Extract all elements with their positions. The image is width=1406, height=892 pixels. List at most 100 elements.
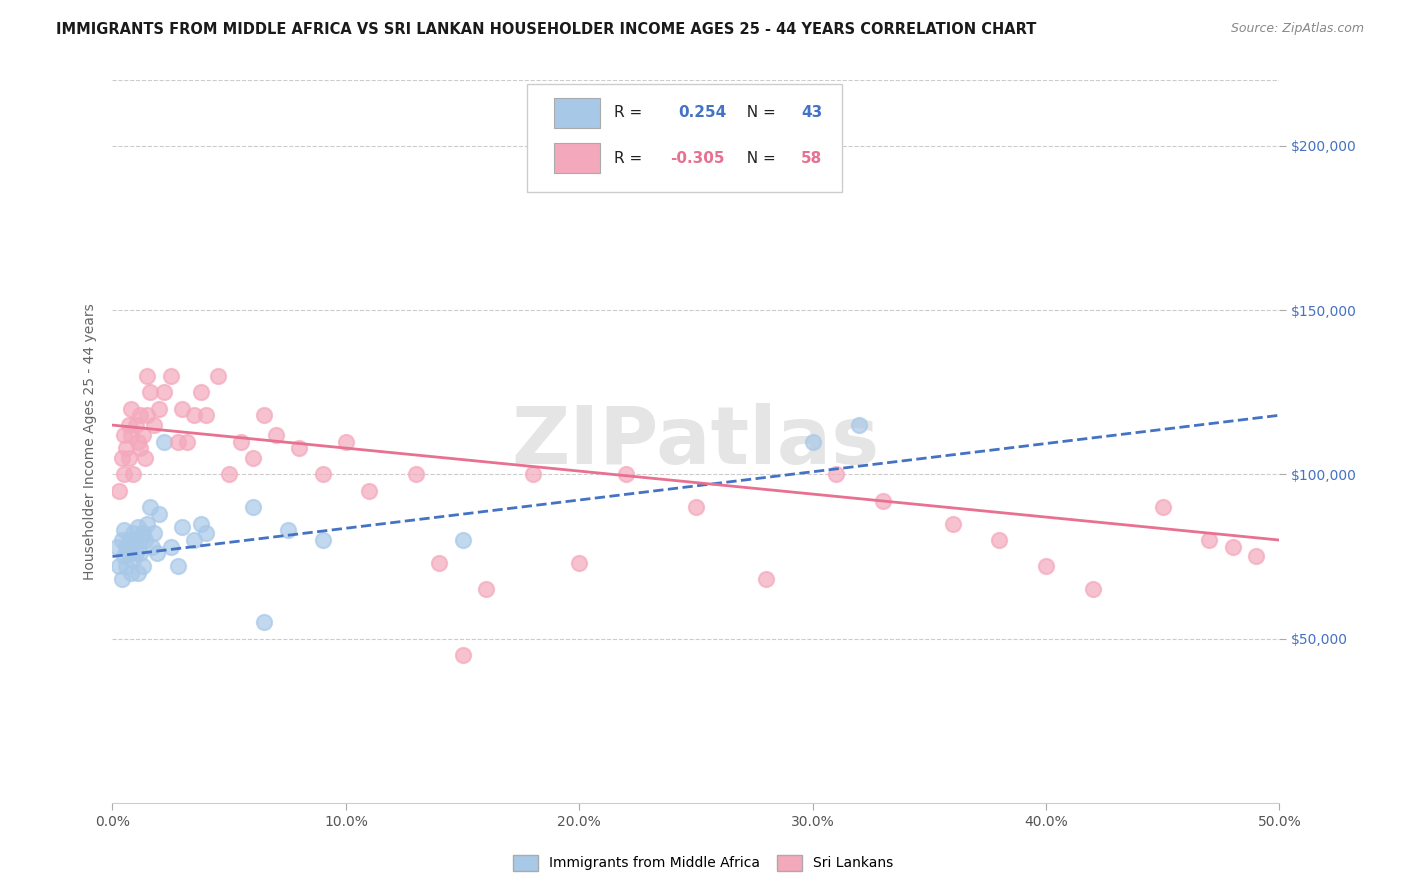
- Point: [276, 523, 298, 537]
- Point: [148, 507, 170, 521]
- Point: [166, 434, 188, 449]
- Point: [153, 434, 176, 449]
- Point: [127, 566, 149, 580]
- Point: [1152, 500, 1174, 515]
- Point: [120, 540, 142, 554]
- Point: [112, 467, 135, 482]
- Point: [166, 559, 188, 574]
- Point: [127, 434, 149, 449]
- Point: [136, 409, 159, 423]
- Point: [451, 533, 474, 547]
- Point: [153, 385, 176, 400]
- Text: IMMIGRANTS FROM MIDDLE AFRICA VS SRI LANKAN HOUSEHOLDER INCOME AGES 25 - 44 YEAR: IMMIGRANTS FROM MIDDLE AFRICA VS SRI LAN…: [56, 22, 1036, 37]
- Point: [136, 368, 159, 383]
- Text: 0.254: 0.254: [679, 105, 727, 120]
- FancyBboxPatch shape: [554, 97, 600, 128]
- Point: [172, 401, 194, 416]
- Point: [1222, 540, 1244, 554]
- Point: [146, 546, 169, 560]
- Point: [1198, 533, 1220, 547]
- Point: [825, 467, 848, 482]
- Point: [129, 441, 152, 455]
- Point: [253, 615, 276, 630]
- Point: [125, 546, 148, 560]
- Text: 43: 43: [801, 105, 823, 120]
- Point: [118, 418, 141, 433]
- Point: [115, 441, 138, 455]
- Text: 58: 58: [801, 151, 823, 166]
- Point: [120, 428, 142, 442]
- Point: [108, 483, 131, 498]
- Point: [139, 500, 162, 515]
- Point: [112, 523, 135, 537]
- Point: [194, 526, 217, 541]
- Point: [190, 516, 212, 531]
- Point: [801, 434, 824, 449]
- Point: [139, 385, 162, 400]
- Text: N =: N =: [737, 151, 780, 166]
- Point: [183, 409, 205, 423]
- Point: [129, 546, 152, 560]
- Point: [111, 450, 134, 465]
- Text: Source: ZipAtlas.com: Source: ZipAtlas.com: [1230, 22, 1364, 36]
- Point: [111, 573, 134, 587]
- Point: [1244, 549, 1267, 564]
- Point: [115, 540, 138, 554]
- Point: [253, 409, 276, 423]
- Text: N =: N =: [737, 105, 780, 120]
- Point: [122, 553, 145, 567]
- Text: -0.305: -0.305: [671, 151, 725, 166]
- Point: [359, 483, 381, 498]
- Point: [755, 573, 778, 587]
- Point: [127, 520, 149, 534]
- Point: [118, 546, 141, 560]
- Legend: Immigrants from Middle Africa, Sri Lankans: Immigrants from Middle Africa, Sri Lanka…: [508, 849, 898, 876]
- Point: [105, 540, 128, 554]
- Point: [118, 533, 141, 547]
- Point: [115, 559, 138, 574]
- Point: [522, 467, 544, 482]
- Text: ZIPatlas: ZIPatlas: [512, 402, 880, 481]
- Point: [118, 450, 141, 465]
- Point: [160, 368, 183, 383]
- Point: [112, 428, 135, 442]
- Point: [288, 441, 311, 455]
- Point: [311, 533, 333, 547]
- Point: [183, 533, 205, 547]
- Point: [143, 418, 166, 433]
- Point: [335, 434, 357, 449]
- Point: [242, 500, 264, 515]
- Point: [132, 559, 155, 574]
- Point: [111, 533, 134, 547]
- Point: [136, 516, 159, 531]
- Point: [194, 409, 217, 423]
- Point: [125, 533, 148, 547]
- Point: [1081, 582, 1104, 597]
- Point: [172, 520, 194, 534]
- Text: R =: R =: [614, 105, 652, 120]
- Point: [451, 648, 474, 662]
- FancyBboxPatch shape: [527, 84, 842, 193]
- Point: [942, 516, 965, 531]
- Point: [112, 549, 135, 564]
- FancyBboxPatch shape: [554, 143, 600, 173]
- Point: [685, 500, 707, 515]
- Point: [122, 467, 145, 482]
- Point: [132, 428, 155, 442]
- Point: [129, 533, 152, 547]
- Point: [311, 467, 333, 482]
- Point: [1035, 559, 1057, 574]
- Point: [568, 556, 591, 570]
- Point: [141, 540, 163, 554]
- Point: [475, 582, 498, 597]
- Point: [134, 450, 156, 465]
- Point: [108, 559, 131, 574]
- Y-axis label: Householder Income Ages 25 - 44 years: Householder Income Ages 25 - 44 years: [83, 303, 97, 580]
- Text: R =: R =: [614, 151, 647, 166]
- Point: [264, 428, 287, 442]
- Point: [148, 401, 170, 416]
- Point: [229, 434, 252, 449]
- Point: [129, 409, 152, 423]
- Point: [176, 434, 198, 449]
- Point: [207, 368, 229, 383]
